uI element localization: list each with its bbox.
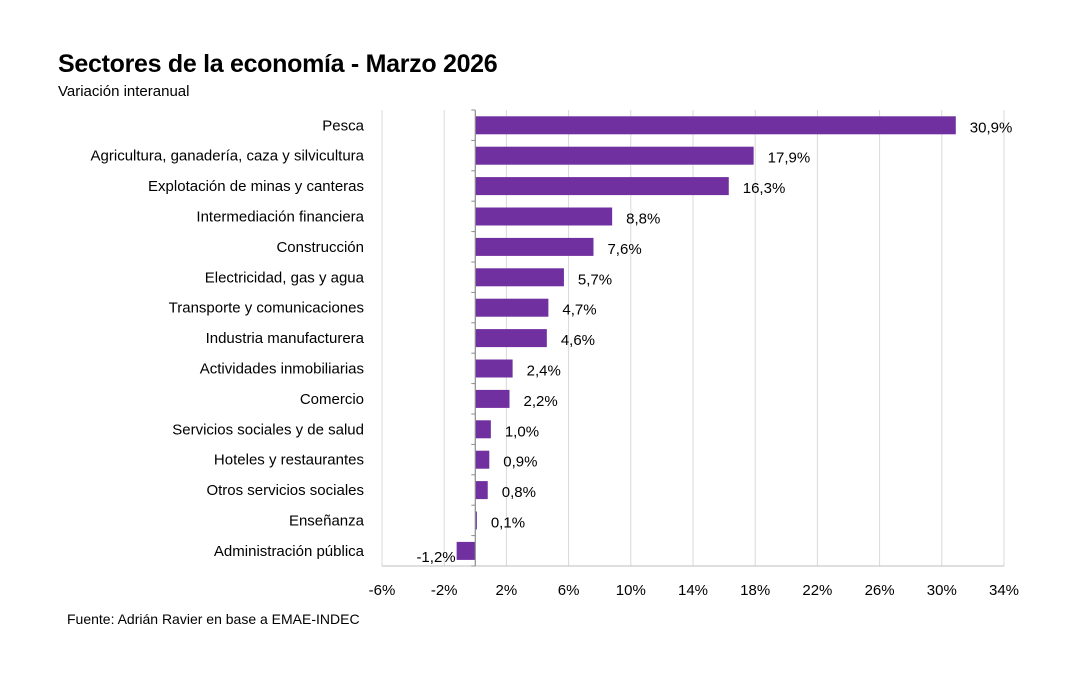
bar (475, 177, 729, 196)
bar (475, 359, 513, 378)
category-label: Transporte y comunicaciones (169, 300, 364, 317)
category-label: Servicios sociales y de salud (172, 421, 364, 438)
x-tick-label: 22% (802, 582, 832, 599)
bar (475, 420, 491, 439)
data-label: 8,8% (626, 211, 660, 228)
chart-subtitle: Variación interanual (58, 83, 190, 100)
x-tick-label: -2% (431, 582, 458, 599)
category-label: Enseñanza (289, 513, 365, 530)
data-label: 2,2% (524, 393, 558, 410)
x-tick-label: 30% (927, 582, 957, 599)
bar (475, 207, 613, 226)
category-label: Pesca (322, 117, 364, 134)
data-label: -1,2% (416, 549, 455, 566)
bar (475, 116, 956, 135)
bar (475, 237, 594, 256)
category-label: Explotación de minas y canteras (148, 178, 364, 195)
bar (456, 541, 476, 560)
chart-title: Sectores de la economía - Marzo 2026 (58, 50, 498, 78)
bar (475, 146, 754, 165)
category-label: Agricultura, ganadería, caza y silvicult… (91, 148, 365, 165)
data-label: 17,9% (768, 150, 811, 167)
bar (475, 298, 549, 317)
data-label: 5,7% (578, 271, 612, 288)
category-label: Actividades inmobiliarias (200, 361, 364, 378)
category-label: Hoteles y restaurantes (214, 452, 364, 469)
x-tick-label: 6% (558, 582, 580, 599)
chart-source: Fuente: Adrián Ravier en base a EMAE-IND… (67, 611, 360, 627)
data-label: 0,1% (491, 515, 525, 532)
bar (475, 511, 477, 530)
x-tick-label: 26% (865, 582, 895, 599)
x-tick-label: 10% (616, 582, 646, 599)
data-label: 30,9% (970, 119, 1013, 136)
bar (475, 389, 510, 408)
data-label: 4,7% (562, 302, 596, 319)
data-label: 0,9% (503, 454, 537, 471)
category-label: Otros servicios sociales (206, 482, 364, 499)
data-label: 16,3% (743, 180, 786, 197)
data-label: 1,0% (505, 423, 539, 440)
category-label: Construcción (276, 239, 364, 256)
bar (475, 268, 564, 287)
data-label: 2,4% (527, 363, 561, 380)
data-label: 4,6% (561, 332, 595, 349)
data-label: 0,8% (502, 484, 536, 501)
bar (475, 329, 547, 348)
category-label: Electricidad, gas y agua (205, 269, 365, 286)
x-tick-label: 2% (496, 582, 518, 599)
category-label: Administración pública (214, 543, 365, 560)
data-label: 7,6% (607, 241, 641, 258)
bar (475, 481, 488, 500)
category-label: Intermediación financiera (196, 209, 364, 226)
x-tick-label: 14% (678, 582, 708, 599)
x-tick-label: 34% (989, 582, 1019, 599)
x-tick-label: -6% (369, 582, 396, 599)
category-label: Industria manufacturera (206, 330, 365, 347)
category-label: Comercio (300, 391, 364, 408)
x-tick-label: 18% (740, 582, 770, 599)
bar (475, 450, 490, 469)
